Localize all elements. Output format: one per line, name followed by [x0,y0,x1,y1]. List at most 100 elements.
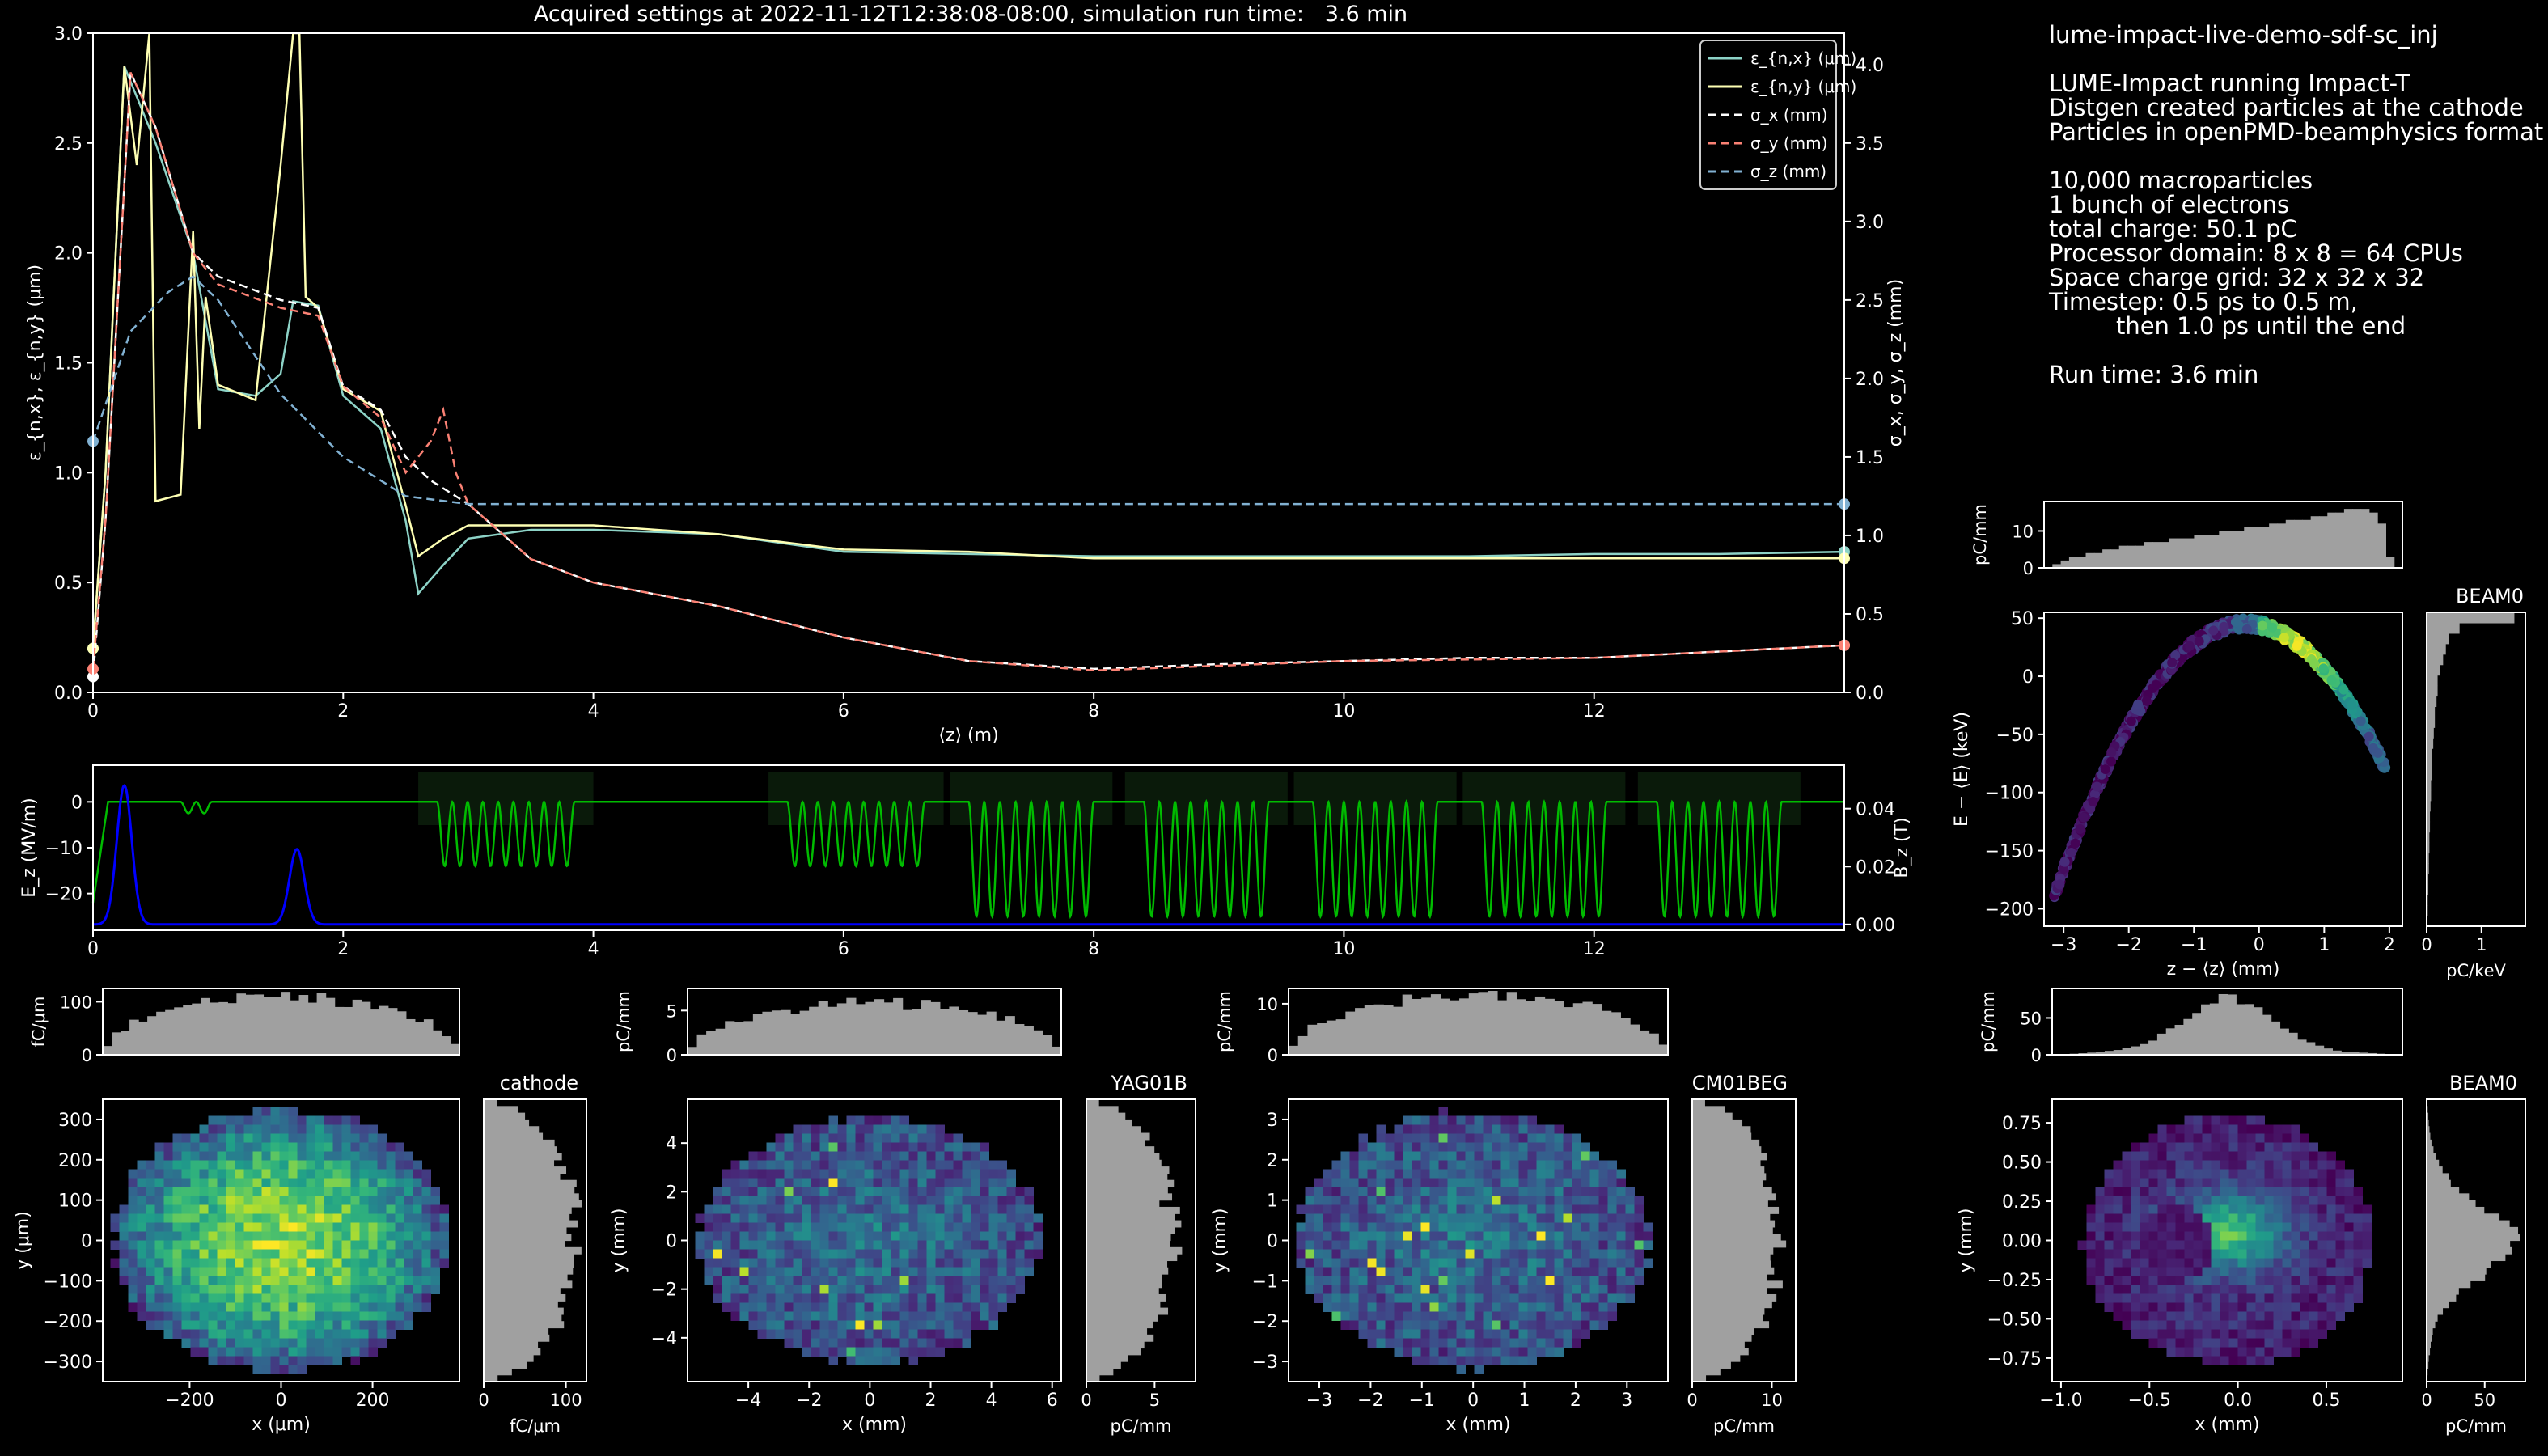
density-cell [2353,1293,2363,1303]
density-cell [226,1285,235,1294]
density-cell [1536,1240,1546,1250]
density-cell [1331,1258,1341,1268]
density-cell [944,1329,954,1339]
density-cell [757,1311,767,1321]
density-cell [324,1267,333,1276]
density-cell [1394,1276,1403,1285]
density-cell [1545,1124,1555,1134]
density-cell [935,1178,945,1187]
hist-bar [2201,1004,2211,1055]
density-cell [1385,1302,1395,1312]
density-cell [819,1320,829,1330]
density-cell [2131,1231,2140,1241]
density-cell [766,1231,776,1241]
density-cell [2122,1293,2131,1303]
phase-point [2267,622,2278,633]
hist-bar [484,1234,572,1242]
density-cell [1394,1151,1403,1161]
density-cell [1420,1187,1430,1196]
density-cell [119,1204,129,1214]
density-cell [199,1329,209,1339]
hist-bar [2427,633,2449,645]
density-cell [1394,1320,1403,1330]
density-cell [2122,1196,2131,1205]
density-cell [2175,1196,2185,1205]
density-cell [2326,1267,2336,1276]
density-cell [279,1267,289,1276]
density-cell [980,1258,989,1268]
density-cell [252,1151,262,1161]
hist-bar [484,1132,544,1141]
density-cell [226,1267,235,1276]
density-cell [730,1249,740,1259]
hist-bar [2427,685,2438,697]
density-cell [2228,1356,2238,1365]
density-cell [2309,1240,2318,1250]
density-cell [146,1311,155,1321]
density-cell [154,1151,164,1161]
density-cell [1527,1320,1537,1330]
density-cell [128,1222,138,1232]
y-tick-label: 0.75 [2002,1114,2042,1134]
density-cell [1465,1142,1475,1152]
hist-bar [2427,1119,2429,1127]
density-cell [1500,1293,1510,1303]
density-cell [2175,1187,2185,1196]
density-cell [908,1213,918,1223]
density-cell [917,1187,927,1196]
density-cell [315,1320,324,1330]
density-cell [2264,1249,2274,1259]
density-cell [1429,1115,1439,1125]
hist-bar [2209,1003,2220,1055]
density-cell [1465,1133,1475,1143]
hist-bar [1412,998,1422,1055]
density-cell [1006,1267,1016,1276]
density-cell [1492,1347,1501,1357]
y-tick-label: 0 [1268,1046,1278,1065]
density-cell [1438,1302,1448,1312]
hist-bar [1692,1314,1763,1322]
density-cell [315,1302,324,1312]
density-cell [837,1169,847,1179]
density-cell [1518,1320,1528,1330]
density-cell [1367,1204,1377,1214]
density-cell [332,1267,342,1276]
y-tick-label: 0 [667,1046,677,1065]
density-cell [2300,1285,2309,1294]
density-cell [190,1258,200,1268]
density-cell [226,1160,235,1170]
hist-bar [1554,1001,1564,1055]
density-cell [350,1249,360,1259]
density-cell [2184,1267,2194,1276]
density-cell [935,1258,945,1268]
density-cell [2104,1213,2114,1223]
density-cell [2122,1240,2131,1250]
density-cell [739,1249,749,1259]
density-cell [395,1302,404,1312]
phase-point [2066,847,2076,857]
density-cell [1474,1151,1484,1161]
density-cell [395,1249,404,1259]
density-cell [855,1329,865,1339]
density-cell [917,1124,927,1134]
density-cell [748,1222,758,1232]
density-cell [1305,1187,1314,1196]
density-cell [1429,1329,1439,1339]
density-cell [846,1311,856,1321]
density-cell [2317,1196,2327,1205]
density-cell [802,1276,811,1285]
density-cell [2157,1151,2167,1161]
hist-x-label: pC/mm [1713,1416,1775,1436]
density-cell [864,1293,874,1303]
density-cell [775,1311,785,1321]
density-cell [962,1249,971,1259]
density-cell [730,1187,740,1196]
density-cell [1429,1222,1439,1232]
density-cell [350,1142,360,1152]
density-cell [962,1320,971,1330]
density-cell [297,1320,307,1330]
density-cell [1331,1285,1341,1294]
density-cell [917,1204,927,1214]
density-cell [306,1222,315,1232]
density-cell [208,1187,218,1196]
